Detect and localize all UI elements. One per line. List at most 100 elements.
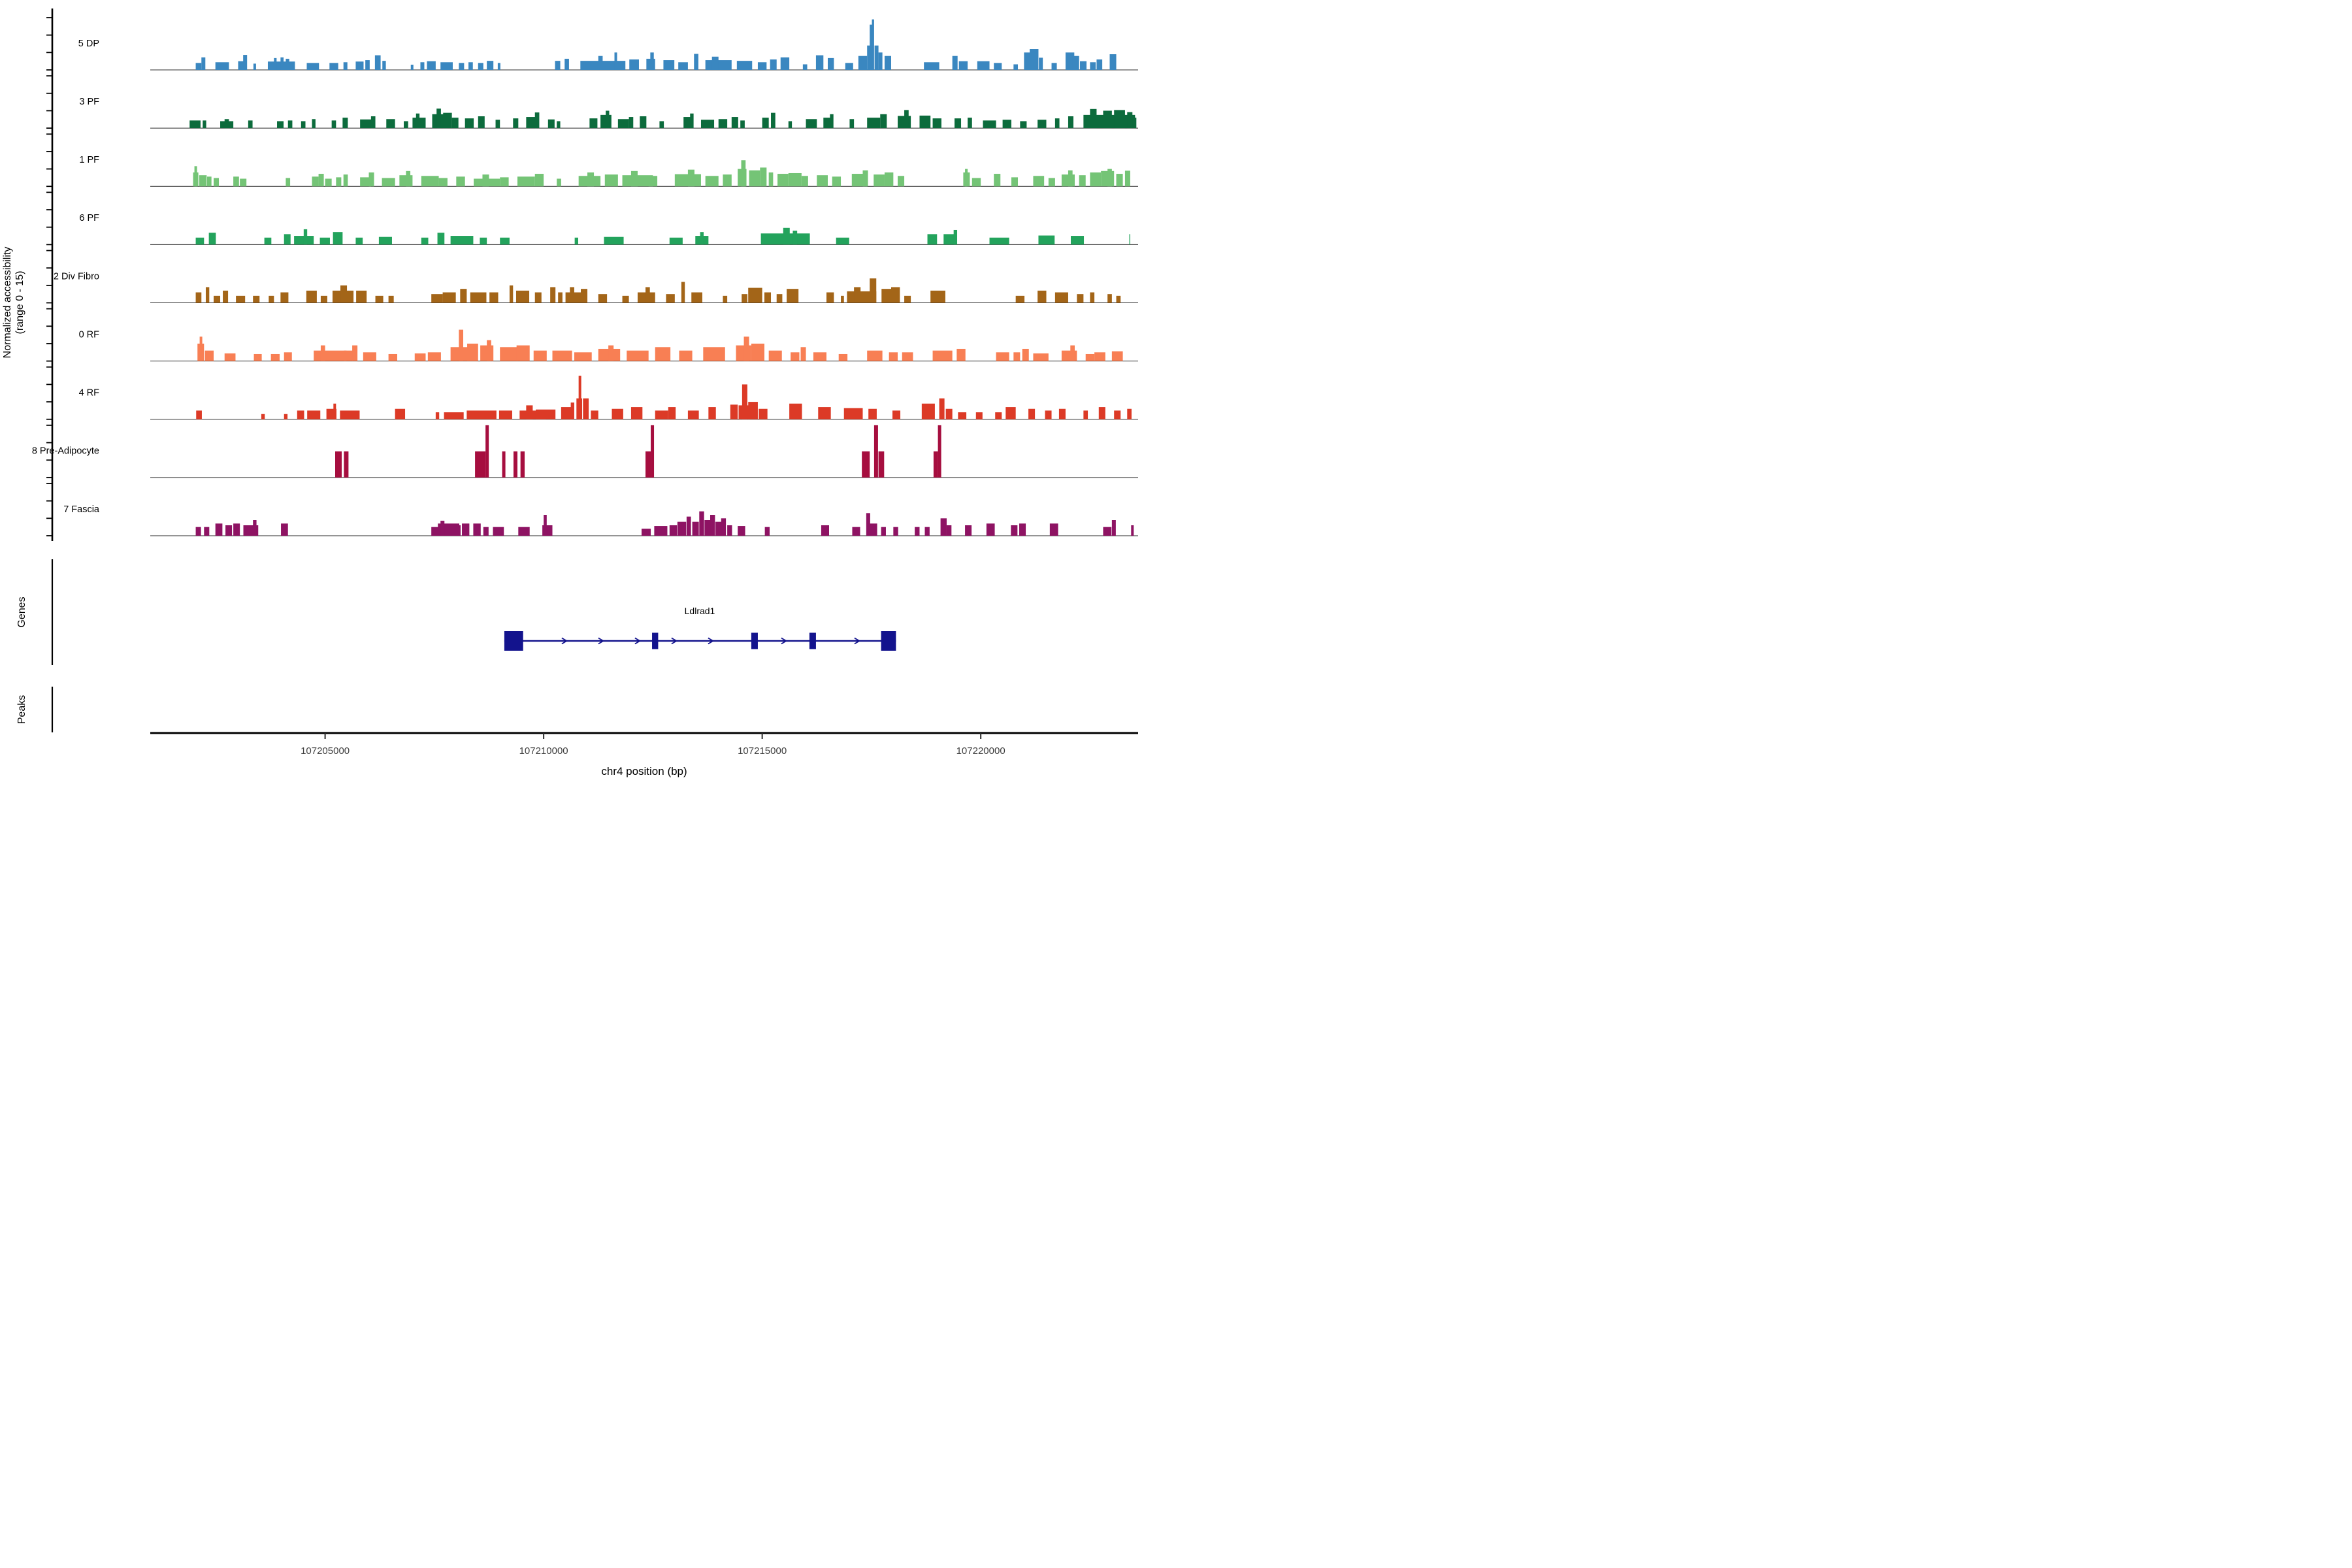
coverage-segment	[904, 110, 909, 129]
coverage-segment	[440, 62, 453, 70]
coverage-segment	[580, 289, 588, 303]
coverage-segment	[312, 119, 316, 129]
coverage-segment	[450, 236, 474, 245]
coverage-segment	[955, 118, 962, 129]
coverage-segment	[215, 62, 229, 70]
coverage-segment	[335, 451, 342, 478]
coverage-segment	[741, 160, 746, 187]
coverage-segment	[485, 425, 489, 478]
coverage-segment	[587, 172, 595, 187]
coverage-segment	[972, 178, 981, 187]
coverage-segment	[776, 294, 783, 303]
coverage-segment	[589, 118, 598, 129]
coverage-segment	[666, 294, 675, 303]
coverage-segment	[1011, 525, 1018, 536]
coverage-segment	[301, 121, 306, 129]
coverage-segment	[690, 113, 694, 129]
gene-exon	[881, 631, 896, 651]
coverage-segment	[382, 61, 386, 70]
coverage-segment	[768, 350, 782, 361]
coverage-segment	[1068, 170, 1073, 187]
coverage-segment	[843, 408, 863, 419]
coverage-segment	[669, 525, 678, 536]
coverage-segment	[617, 119, 629, 129]
genes-section-label: Genes	[16, 596, 27, 627]
coverage-segment	[815, 55, 824, 70]
coverage-segment	[730, 404, 738, 419]
strand-arrow-icon	[634, 637, 642, 645]
coverage-segment	[570, 287, 574, 303]
coverage-segment	[924, 527, 930, 536]
coverage-segment	[830, 114, 834, 129]
coverage-segment	[547, 525, 553, 536]
coverage-segment	[475, 451, 486, 478]
x-axis-tick-label: 107210000	[519, 745, 568, 757]
coverage-segment	[748, 287, 762, 303]
coverage-segment	[933, 451, 938, 478]
coverage-segment	[884, 172, 894, 187]
coverage-segment	[489, 292, 498, 303]
genes-track	[504, 631, 896, 651]
coverage-segment	[612, 408, 623, 419]
coverage-segment	[201, 57, 206, 70]
coverage-segment	[269, 295, 274, 303]
coverage-segment	[1127, 408, 1132, 419]
coverage-segment	[663, 60, 675, 70]
coverage-segment	[1048, 178, 1055, 187]
coverage-segment	[654, 526, 668, 536]
coverage-segment	[870, 24, 873, 70]
coverage-segment	[374, 55, 381, 70]
coverage-segment	[356, 290, 367, 303]
coverage-segment	[520, 451, 525, 478]
coverage-segment	[629, 59, 639, 70]
coverage-segment	[655, 347, 671, 361]
coverage-segment	[764, 527, 770, 536]
coverage-segment	[336, 177, 342, 187]
coverage-segment	[762, 118, 769, 129]
track-label-7-fascia: 7 Fascia	[63, 504, 100, 515]
coverage-segment	[668, 407, 676, 419]
coverage-segment	[340, 410, 360, 419]
coverage-segment	[1028, 408, 1036, 419]
coverage-segment	[749, 170, 760, 187]
coverage-segment	[952, 56, 958, 70]
coverage-segment	[715, 521, 723, 536]
coverage-segment	[325, 178, 332, 187]
coverage-track-4-rf: 4 RF	[79, 376, 1138, 420]
coverage-segment	[740, 120, 745, 129]
coverage-segment	[388, 353, 397, 361]
coverage-segment	[721, 518, 727, 536]
coverage-segment	[1079, 175, 1086, 187]
coverage-segment	[645, 287, 650, 303]
coverage-segment	[760, 167, 767, 187]
coverage-segment	[1002, 120, 1011, 129]
coverage-segment	[867, 118, 881, 129]
coverage-segment	[1124, 171, 1130, 187]
coverage-segment	[355, 61, 364, 70]
coverage-segment	[614, 52, 617, 70]
coverage-segment	[314, 350, 347, 361]
coverage-segment	[1077, 294, 1084, 303]
coverage-segment	[243, 55, 248, 70]
coverage-segment	[388, 295, 394, 303]
coverage-segment	[953, 229, 958, 245]
coverage-segment	[307, 410, 321, 419]
coverage-segment	[788, 172, 802, 187]
coverage-segment	[306, 63, 319, 70]
coverage-segment	[832, 176, 841, 187]
coverage-segment	[604, 174, 618, 187]
coverage-track-3-pf: 3 PF	[79, 97, 1138, 129]
track-label-2-div-fibro: 2 Div Fibro	[54, 271, 99, 282]
coverage-segment	[862, 170, 868, 187]
coverage-segment	[727, 525, 732, 536]
coverage-segment	[710, 515, 715, 536]
coverage-segment	[1090, 108, 1097, 129]
coverage-segment	[500, 347, 517, 361]
coverage-segment	[838, 353, 848, 361]
coverage-segment	[692, 521, 699, 536]
coverage-track-2-div-fibro: 2 Div Fibro	[54, 271, 1138, 303]
coverage-segment	[802, 64, 808, 70]
coverage-segment	[1054, 292, 1068, 303]
coverage-segment	[368, 172, 374, 187]
coverage-segment	[318, 174, 324, 187]
